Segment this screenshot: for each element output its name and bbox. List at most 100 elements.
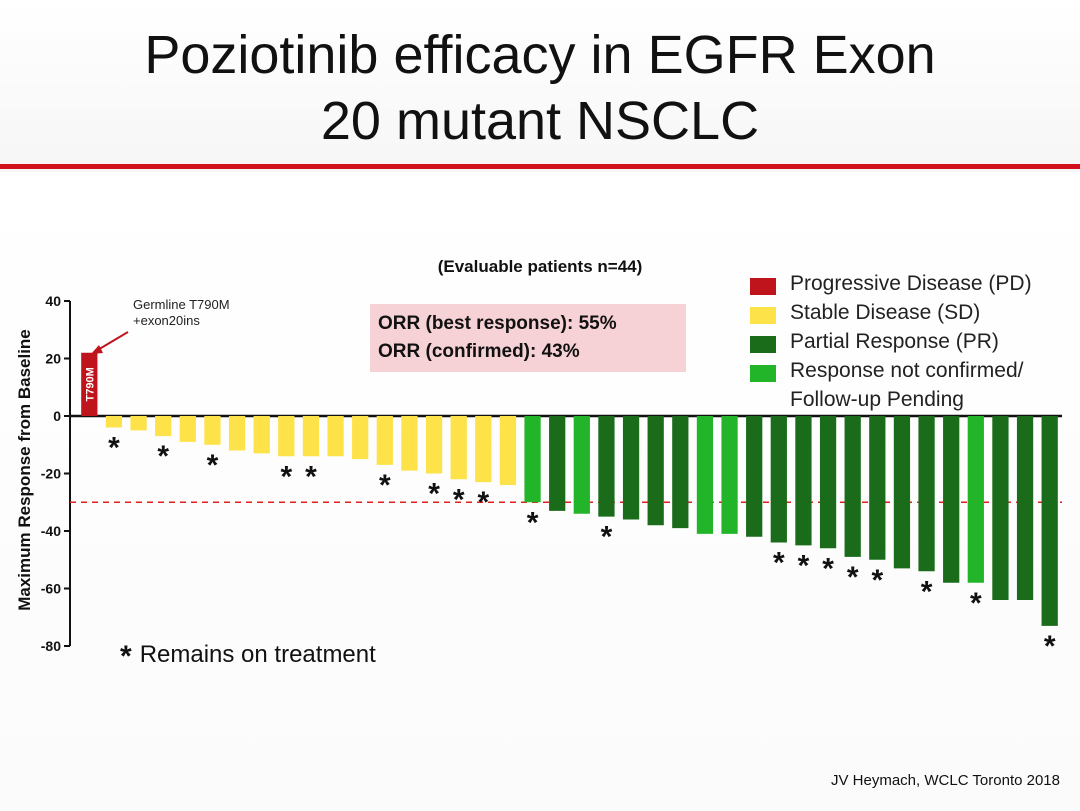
slide-title: Poziotinib efficacy in EGFR Exon 20 muta… bbox=[0, 22, 1080, 154]
bar bbox=[770, 416, 787, 543]
bar bbox=[869, 416, 886, 560]
legend-label-sd: Stable Disease (SD) bbox=[790, 301, 981, 324]
bar bbox=[81, 352, 98, 416]
legend-label-pr: Partial Response (PR) bbox=[790, 330, 999, 353]
y-tick-label: -80 bbox=[41, 638, 61, 654]
pd-bar-label: T790M bbox=[84, 367, 96, 401]
germline-annotation: Germline T790M +exon20ins bbox=[133, 297, 230, 329]
bar bbox=[204, 416, 221, 445]
bar bbox=[475, 416, 492, 483]
treatment-star: * bbox=[871, 564, 883, 597]
annotation-line-2: +exon20ins bbox=[133, 313, 200, 328]
y-tick-label: -20 bbox=[41, 466, 61, 482]
treatment-star: * bbox=[477, 486, 489, 519]
bar bbox=[278, 416, 295, 457]
bar bbox=[598, 416, 615, 517]
source-citation: JV Heymach, WCLC Toronto 2018 bbox=[831, 772, 1060, 789]
bar bbox=[573, 416, 590, 514]
bar bbox=[647, 416, 664, 526]
y-tick-label: -60 bbox=[41, 581, 61, 597]
treatment-star: * bbox=[798, 549, 810, 582]
legend-swatch-nc bbox=[750, 365, 776, 382]
legend-swatch-pr bbox=[750, 336, 776, 353]
annotation-arrow-line bbox=[95, 331, 129, 352]
y-tick-label: 40 bbox=[45, 293, 61, 309]
bar bbox=[746, 416, 763, 537]
bar bbox=[967, 416, 984, 583]
orr-confirmed: ORR (confirmed): 43% bbox=[378, 341, 580, 362]
bar bbox=[819, 416, 837, 549]
legend-label-nc: Response not confirmed/ Follow-up Pendin… bbox=[790, 359, 1024, 411]
legend-item-sd: Stable Disease (SD) bbox=[748, 298, 1078, 327]
bar bbox=[450, 416, 467, 480]
bar bbox=[992, 416, 1009, 600]
bar bbox=[1041, 416, 1058, 626]
footnote: * Remains on treatment bbox=[120, 640, 376, 674]
bar bbox=[376, 416, 393, 465]
bar bbox=[228, 416, 246, 451]
bar bbox=[179, 416, 196, 442]
bar bbox=[327, 416, 344, 457]
y-tick-label: -40 bbox=[41, 523, 61, 539]
treatment-star: * bbox=[108, 432, 120, 465]
treatment-markers: * * * * * * * * * * * * * * * * * * * bbox=[108, 432, 1056, 663]
treatment-star: * bbox=[773, 547, 785, 580]
bar bbox=[130, 416, 147, 431]
legend-item-pd: Progressive Disease (PD) bbox=[748, 269, 1078, 298]
y-tick-label: 20 bbox=[45, 351, 61, 367]
bar bbox=[105, 416, 123, 428]
legend-swatch-pd bbox=[750, 278, 776, 295]
bars bbox=[81, 352, 1058, 626]
chart-subtitle: (Evaluable patients n=44) bbox=[437, 257, 643, 276]
bar bbox=[893, 416, 911, 569]
title-line-2: 20 mutant NSCLC bbox=[320, 91, 760, 151]
treatment-star: * bbox=[305, 460, 317, 493]
treatment-star: * bbox=[970, 587, 982, 620]
bar bbox=[253, 416, 270, 454]
y-axis-label: Maximum Response from Baseline bbox=[15, 329, 34, 611]
footnote-text: Remains on treatment bbox=[139, 641, 376, 668]
legend-item-nc: Response not confirmed/ Follow-up Pendin… bbox=[748, 356, 1078, 416]
bar bbox=[524, 416, 541, 503]
bar bbox=[425, 416, 443, 474]
bar bbox=[696, 416, 714, 534]
treatment-star: * bbox=[847, 561, 859, 594]
bar bbox=[721, 416, 738, 534]
bar bbox=[795, 416, 812, 546]
treatment-star: * bbox=[1044, 630, 1056, 663]
bar bbox=[499, 416, 517, 485]
annotation-arrow-head bbox=[91, 345, 103, 354]
treatment-star: * bbox=[379, 469, 391, 502]
treatment-star: * bbox=[280, 460, 292, 493]
bar bbox=[401, 416, 418, 471]
chart-legend: Progressive Disease (PD) Stable Disease … bbox=[748, 269, 1078, 416]
title-line-1: Poziotinib efficacy in EGFR Exon bbox=[144, 25, 936, 85]
treatment-star: * bbox=[207, 449, 219, 482]
legend-label-pd: Progressive Disease (PD) bbox=[790, 272, 1032, 295]
legend-item-pr: Partial Response (PR) bbox=[748, 327, 1078, 356]
treatment-star: * bbox=[157, 440, 169, 473]
chart-annotations: T790M bbox=[84, 331, 129, 402]
y-tick-label: 0 bbox=[53, 408, 61, 424]
orr-summary-box: ORR (best response): 55% ORR (confirmed)… bbox=[370, 304, 686, 372]
legend-swatch-sd bbox=[750, 307, 776, 324]
treatment-star: * bbox=[822, 552, 834, 585]
treatment-star: * bbox=[527, 506, 539, 539]
bar bbox=[943, 416, 960, 583]
bar bbox=[1016, 416, 1034, 600]
bar bbox=[352, 416, 369, 460]
bar bbox=[549, 416, 566, 511]
title-divider bbox=[0, 164, 1080, 169]
bar bbox=[622, 416, 640, 520]
treatment-star: * bbox=[921, 575, 933, 608]
bar bbox=[844, 416, 861, 557]
slide-header: Poziotinib efficacy in EGFR Exon 20 muta… bbox=[0, 0, 1080, 172]
bar bbox=[918, 416, 935, 572]
bar bbox=[155, 416, 172, 437]
orr-best-response: ORR (best response): 55% bbox=[378, 313, 617, 334]
footnote-star: * bbox=[120, 640, 132, 673]
annotation-line-1: Germline T790M bbox=[133, 297, 230, 312]
bar bbox=[672, 416, 689, 529]
bar bbox=[302, 416, 320, 457]
